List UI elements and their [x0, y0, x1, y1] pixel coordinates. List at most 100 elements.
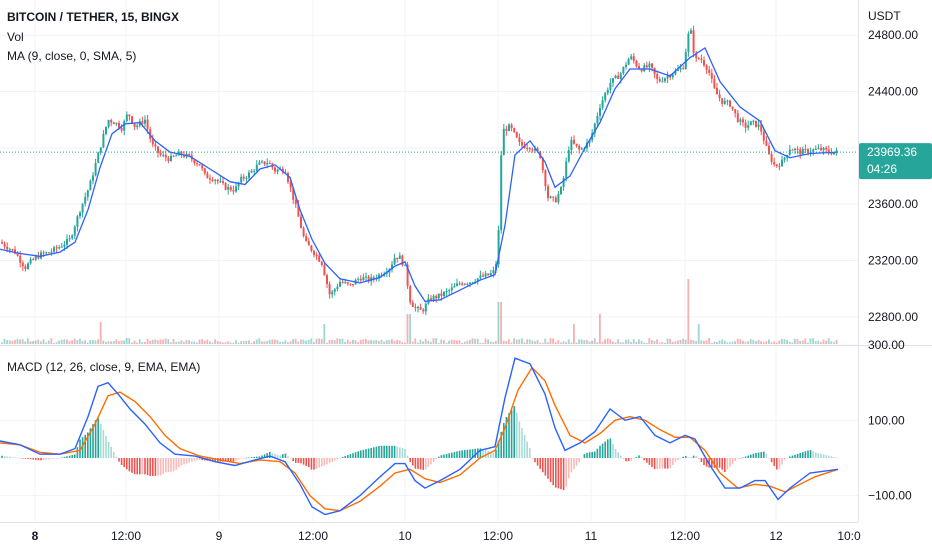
macd-histogram-bar: [768, 457, 770, 459]
macd-histogram-bar: [742, 457, 744, 459]
candle-body: [201, 165, 204, 169]
macd-histogram-bar: [630, 457, 632, 461]
time-axis[interactable]: 8 12:00 9 12:00 10 12:00 11 12:00 12 10:0: [32, 529, 861, 543]
macd-histogram-bar: [757, 452, 760, 458]
candle-body: [570, 139, 573, 151]
macd-histogram-bar: [531, 457, 534, 459]
volume-bar: [427, 340, 430, 344]
price-axis[interactable]: 24800.0024400.0024000.0023600.0023200.00…: [868, 28, 918, 324]
candle-body: [614, 75, 617, 79]
volume-bar: [835, 339, 838, 344]
volume-bar: [731, 341, 734, 344]
volume-bar: [461, 342, 463, 344]
macd-histogram-bar: [92, 424, 94, 458]
candle-body: [81, 203, 84, 213]
macd-histogram-bar: [399, 447, 401, 458]
candle-body: [8, 249, 11, 251]
candle-body: [661, 81, 664, 83]
candle-body: [567, 150, 570, 162]
candle-body: [398, 255, 401, 259]
macd-histogram-bar: [513, 406, 515, 458]
volume-bar: [201, 339, 203, 344]
volume-bar: [94, 340, 97, 344]
volume-bar: [474, 338, 476, 344]
candle-body: [58, 247, 61, 249]
macd-legend[interactable]: MACD (12, 26, close, 9, EMA, EMA): [7, 360, 200, 374]
macd-histogram-bar: [614, 448, 617, 458]
macd-histogram-bar: [178, 457, 180, 468]
macd-histogram-bar: [48, 457, 50, 460]
candle-body: [255, 164, 258, 171]
volume-bar: [632, 339, 635, 344]
macd-histogram-bar: [729, 457, 731, 467]
volume-bar: [825, 340, 827, 344]
volume-bar: [32, 340, 34, 344]
volume-bar: [11, 340, 14, 344]
volume-bar: [430, 341, 432, 344]
volume-bar: [97, 339, 99, 344]
volume-bar: [154, 339, 157, 344]
volume-bar: [339, 338, 341, 344]
volume-bar: [271, 339, 274, 344]
macd-histogram-bar: [360, 450, 362, 458]
macd-histogram-bar: [271, 452, 274, 458]
time-tick-label: 8: [32, 529, 39, 543]
candle-body: [552, 196, 555, 198]
vol-legend[interactable]: Vol: [7, 30, 24, 44]
candle-body: [372, 277, 375, 279]
candle-body: [466, 283, 469, 285]
candle-body: [773, 161, 776, 165]
candle-body: [346, 282, 349, 284]
macd-histogram-bar: [237, 457, 240, 460]
volume-bar: [245, 341, 248, 344]
ma-legend[interactable]: MA (9, close, 0, SMA, 5): [7, 49, 136, 63]
volume-bar: [484, 338, 487, 344]
macd-histogram-bar: [81, 437, 84, 458]
macd-histogram-bar: [809, 450, 812, 458]
candle-body: [781, 159, 783, 167]
macd-histogram-bar: [643, 457, 645, 461]
price-tick-label: 22800.00: [868, 310, 918, 324]
volume-bar: [219, 341, 222, 344]
macd-histogram-bar: [175, 457, 177, 470]
candle-body: [349, 283, 352, 285]
symbol-title[interactable]: BITCOIN / TETHER, 15, BINGX: [7, 10, 179, 24]
volume-bar: [443, 339, 445, 344]
volume-bar: [742, 340, 744, 344]
macd-histogram-bar: [802, 452, 804, 458]
candle-body: [339, 281, 341, 287]
macd-histogram-bar: [347, 455, 349, 458]
candle-body: [47, 252, 50, 254]
volume-bar: [120, 340, 123, 344]
macd-histogram-bar: [274, 453, 276, 458]
macd-histogram-bar: [279, 455, 281, 458]
macd-histogram-bar: [536, 457, 539, 466]
candle-body: [97, 152, 100, 164]
volume-bar: [591, 340, 593, 344]
volume-bar: [419, 339, 422, 344]
candle-body: [131, 116, 133, 124]
macd-histogram-bar: [596, 448, 599, 458]
candle-body: [575, 143, 578, 146]
volume-bar: [489, 341, 492, 344]
candle-body: [227, 186, 230, 190]
volume-bar: [84, 340, 86, 344]
volume-bar: [112, 341, 115, 344]
volume-bar: [453, 340, 456, 344]
macd-histogram-bar: [391, 445, 393, 458]
macd-histogram-bar: [141, 457, 144, 475]
macd-histogram-bar: [16, 457, 19, 459]
macd-axis[interactable]: 300.00 100.00 −100.00: [868, 338, 912, 503]
candle-body: [835, 150, 838, 153]
volume-bar: [482, 342, 484, 344]
volume-bar: [534, 341, 536, 344]
macd-histogram-bar: [430, 457, 432, 465]
volume-bar: [235, 340, 237, 344]
macd-histogram-bar: [796, 453, 799, 458]
volume-bar: [136, 342, 138, 344]
volume-bar: [180, 340, 183, 344]
candle-body: [443, 291, 445, 296]
volume-bar: [757, 339, 760, 344]
candle-body: [105, 126, 107, 135]
volume-bar: [804, 338, 807, 344]
